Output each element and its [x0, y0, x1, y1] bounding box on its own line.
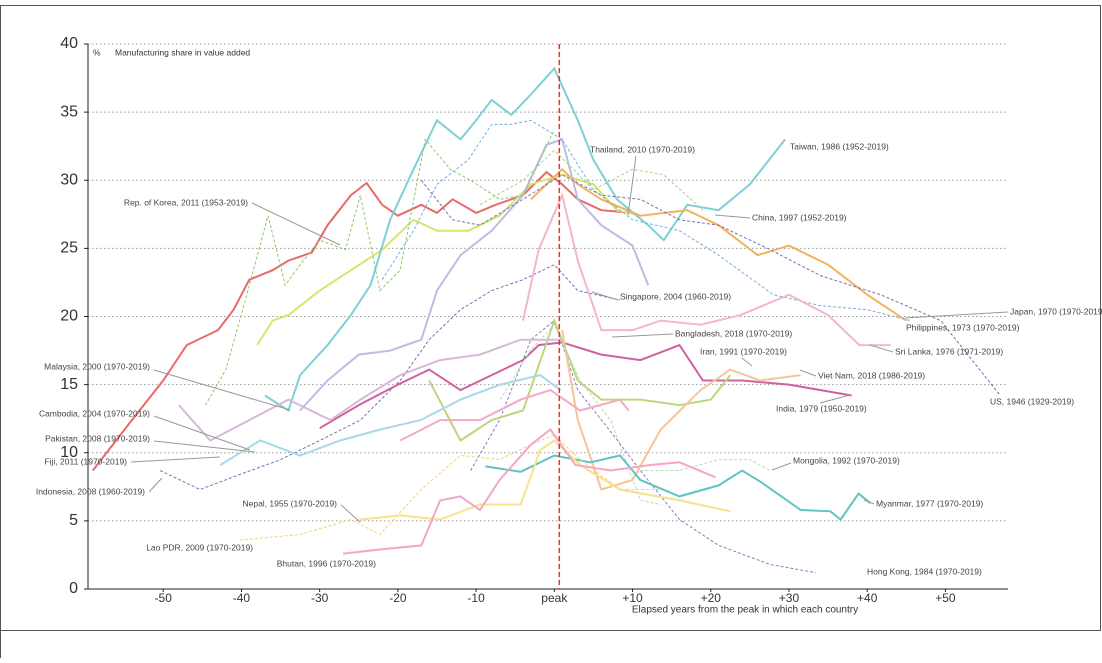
- series-line: [381, 119, 911, 322]
- leader-line: [153, 369, 291, 411]
- leader-line: [714, 214, 751, 219]
- x-tick-label: +20: [701, 591, 722, 605]
- series-line: [319, 341, 852, 430]
- leader-line: [869, 344, 894, 353]
- series-label: Hong Kong, 1984 (1970-2019): [867, 566, 982, 576]
- series-line: [92, 170, 633, 472]
- series-label: India, 1979 (1950-2019): [776, 403, 867, 413]
- x-tick-label: -50: [155, 591, 173, 605]
- series-line: [205, 129, 555, 406]
- series-label: Nepal, 1955 (1970-2019): [242, 498, 337, 508]
- series-label: China, 1997 (1952-2019): [752, 212, 847, 222]
- series-label: Pakistan, 2008 (1970-2019): [45, 433, 150, 443]
- series-line: [428, 317, 732, 442]
- leader-line: [153, 440, 256, 453]
- x-tick-label: +10: [622, 591, 643, 605]
- series-label: Lao PDR, 2009 (1970-2019): [146, 542, 253, 552]
- series-line: [470, 319, 816, 574]
- series-label: Fiji, 2011 (1970-2019): [44, 456, 127, 466]
- series-label: Bhutan, 1996 (1970-2019): [277, 558, 376, 568]
- series-label: Mongolia, 1992 (1970-2019): [793, 455, 900, 465]
- leader-line: [771, 462, 792, 471]
- x-tick-label: +30: [779, 591, 800, 605]
- leader-line: [130, 456, 221, 463]
- series-line: [264, 66, 786, 413]
- x-tick-label: -20: [389, 591, 407, 605]
- y-unit: %: [93, 47, 101, 57]
- leader-line: [340, 504, 361, 523]
- y-tick-label: 5: [69, 512, 78, 529]
- x-axis-label: Elapsed years from the peak in which eac…: [632, 605, 858, 616]
- y-tick-label: 10: [60, 444, 78, 461]
- series-line: [499, 323, 661, 505]
- series-label: Viet Nam, 2018 (1986-2019): [818, 370, 925, 380]
- y-tick-label: 15: [60, 376, 78, 393]
- series-line: [219, 374, 562, 466]
- x-tick-label: -40: [233, 591, 251, 605]
- series-line: [159, 264, 621, 491]
- leader-line: [799, 369, 817, 377]
- x-tick-label: -30: [311, 591, 329, 605]
- x-tick-label: peak: [541, 591, 568, 605]
- y-tick-label: 30: [60, 171, 78, 188]
- series-line: [420, 174, 1001, 396]
- y-axis-label: Manufacturing share in value added: [115, 47, 250, 57]
- x-tick-label: -10: [467, 591, 485, 605]
- series-label: Myanmar, 1977 (1970-2019): [876, 498, 983, 508]
- y-tick-label: 0: [69, 580, 78, 597]
- y-tick-label: 35: [60, 103, 78, 120]
- leader-line: [904, 311, 1009, 319]
- series-line: [522, 192, 891, 347]
- series-line: [256, 173, 641, 346]
- leader-line: [627, 155, 637, 216]
- series-label: Singapore, 2004 (1960-2019): [620, 291, 731, 301]
- series-label: Philippines, 1973 (1970-2019): [906, 322, 1020, 332]
- series-line: [640, 459, 771, 471]
- series-label: Malaysia, 2000 (1970-2019): [44, 361, 150, 371]
- series-line: [239, 434, 661, 541]
- series-line: [299, 138, 650, 412]
- leader-line: [153, 415, 251, 451]
- series-label: Taiwan, 1986 (1952-2019): [790, 141, 889, 151]
- series-label: Japan, 1970 (1970-2019): [1010, 306, 1102, 316]
- y-tick-label: 40: [60, 35, 78, 52]
- series-label: Cambodia, 2004 (1970-2019): [39, 408, 150, 418]
- leader-line: [819, 394, 851, 404]
- series-line: [485, 454, 871, 521]
- series-line: [342, 428, 716, 555]
- series-label: Sri Lanka, 1976 (1971-2019): [895, 346, 1003, 356]
- frame: [0, 5, 1101, 631]
- leader-line: [591, 291, 619, 301]
- leader-line: [611, 333, 674, 338]
- leader-line: [741, 357, 753, 367]
- leader-line: [148, 477, 163, 493]
- series-label: Rep. of Korea, 2011 (1953-2019): [124, 197, 248, 207]
- x-tick-label: +50: [935, 591, 956, 605]
- series-line: [178, 338, 561, 442]
- series-label: Bangladesh, 2018 (1970-2019): [675, 328, 792, 338]
- y-tick-label: 20: [60, 308, 78, 325]
- series-line: [360, 439, 731, 521]
- series-label: US, 1946 (1929-2019): [990, 396, 1074, 406]
- series-line: [561, 329, 801, 491]
- series-line: [399, 388, 630, 442]
- series-label: Indonesia, 2008 (1960-2019): [36, 486, 145, 496]
- series-label: Thailand, 2010 (1970-2019): [590, 144, 695, 154]
- series-label: Iran, 1991 (1970-2019): [700, 346, 787, 356]
- series-line: [530, 167, 907, 322]
- y-tick-label: 25: [60, 240, 78, 257]
- x-tick-label: +40: [857, 591, 878, 605]
- leader-line: [251, 202, 341, 246]
- leader-line: [863, 499, 875, 505]
